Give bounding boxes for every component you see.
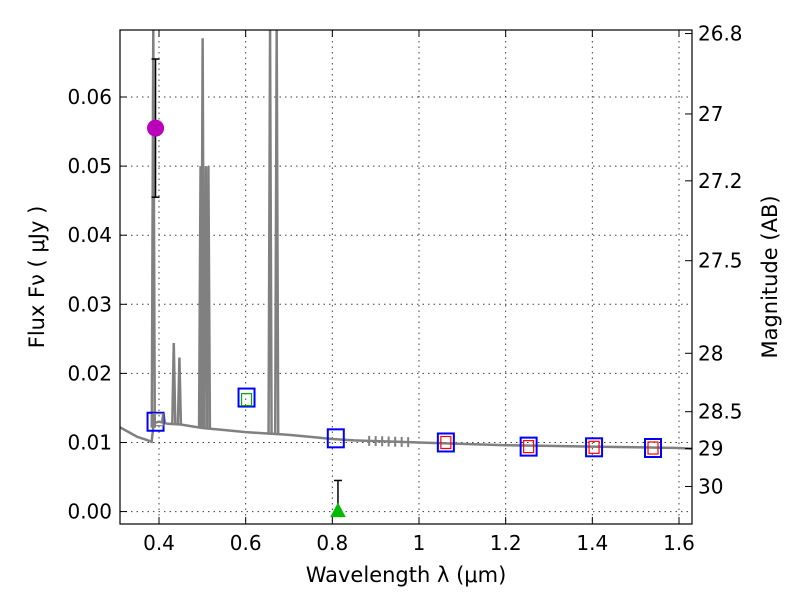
x-axis-ticks: 0.4 0.6 0.8 1 1.2 1.4 1.6 (143, 30, 695, 555)
spectrum-emission-line (205, 166, 212, 429)
y-tick-label: 0.05 (67, 154, 112, 178)
x-tick-label: 0.4 (143, 531, 175, 555)
observed-photometry-square (240, 393, 253, 407)
magnitude-tick-label: 30 (698, 474, 723, 498)
magnitude-axis-label: Magnitude (AB) (758, 195, 782, 358)
spectrum-emission-line (171, 342, 177, 425)
x-axis-label: Wavelength λ (μm) (306, 563, 507, 587)
x-tick-label: 1.6 (663, 531, 695, 555)
spectrum-emission-line (273, 30, 280, 434)
plot-frame (119, 29, 693, 525)
x-tick-label: 1.4 (576, 531, 608, 555)
synthetic-photometry-square (326, 428, 345, 449)
magnitude-tick-label: 27.2 (698, 169, 743, 193)
upper-limit-triangle (330, 502, 346, 518)
y-tick-label: 0.02 (67, 361, 112, 385)
x-tick-label: 0.6 (230, 531, 262, 555)
magnitude-tick-label: 26.8 (698, 22, 743, 46)
y-axis-label: Flux Fν ( μJy ) (25, 206, 49, 349)
spectrum-emission-line (150, 30, 157, 428)
magnitude-axis-ticks: 26.8 27 27.2 27.5 28 28.5 29 30 (685, 22, 743, 498)
template-spectrum (120, 30, 692, 450)
magnitude-tick-label: 27.5 (698, 249, 743, 273)
x-tick-label: 1.2 (490, 531, 522, 555)
y-tick-label: 0.04 (67, 223, 112, 247)
observed-photometry-square (440, 435, 452, 450)
detection-point (147, 119, 165, 137)
x-tick-label: 1 (413, 531, 426, 555)
spectrum-emission-line (199, 38, 206, 428)
observed-photometry-square (647, 441, 659, 455)
observed-photometry-square (588, 440, 600, 454)
synthetic-photometry-square (585, 437, 604, 458)
magnitude-tick-label: 27 (698, 102, 723, 126)
spectrum-emission-line (176, 357, 183, 425)
x-tick-label: 0.8 (316, 531, 348, 555)
y-tick-label: 0.06 (67, 85, 112, 109)
synthetic-photometry-square (519, 436, 538, 457)
y-tick-label: 0.00 (67, 500, 112, 524)
magnitude-tick-label: 28 (698, 341, 723, 365)
spectrum-emission-line (267, 30, 273, 434)
synthetic-photometry-square (644, 438, 662, 458)
magnitude-tick-label: 29 (698, 437, 723, 461)
synthetic-photometry-square (436, 432, 455, 453)
y-tick-label: 0.03 (67, 292, 112, 316)
synthetic-photometry-square (237, 387, 256, 408)
y-axis-ticks: 0.00 0.01 0.02 0.03 0.04 0.05 0.06 (67, 85, 127, 524)
y-tick-label: 0.01 (67, 430, 112, 454)
observed-photometry-square (152, 413, 164, 427)
magnitude-tick-label: 28.5 (698, 400, 743, 424)
observed-photometry-square (523, 440, 535, 454)
photometry-points (146, 58, 662, 518)
